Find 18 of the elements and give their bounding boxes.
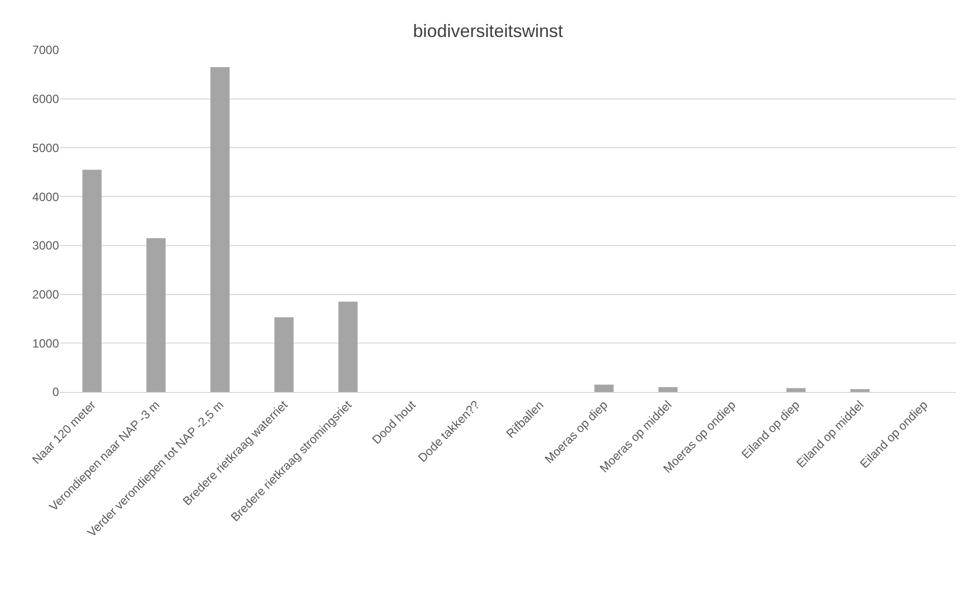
bar: [146, 238, 166, 392]
chart-title: biodiversiteitswinst: [412, 20, 564, 41]
bar: [594, 384, 614, 392]
bar: [210, 67, 230, 392]
bar: [850, 389, 870, 392]
y-tick-label: 0: [52, 385, 60, 400]
y-tick-label: 5000: [32, 140, 60, 155]
bar: [274, 317, 294, 392]
bar: [338, 302, 358, 392]
y-tick-label: 7000: [32, 43, 60, 58]
bar: [786, 388, 806, 392]
y-tick-label: 4000: [32, 190, 60, 204]
bar: [82, 170, 102, 392]
y-tick-label: 3000: [32, 238, 60, 253]
y-tick-label: 1000: [32, 336, 60, 350]
y-tick-label: 2000: [32, 287, 60, 302]
bar: [658, 387, 678, 392]
y-tick-label: 6000: [32, 92, 60, 106]
